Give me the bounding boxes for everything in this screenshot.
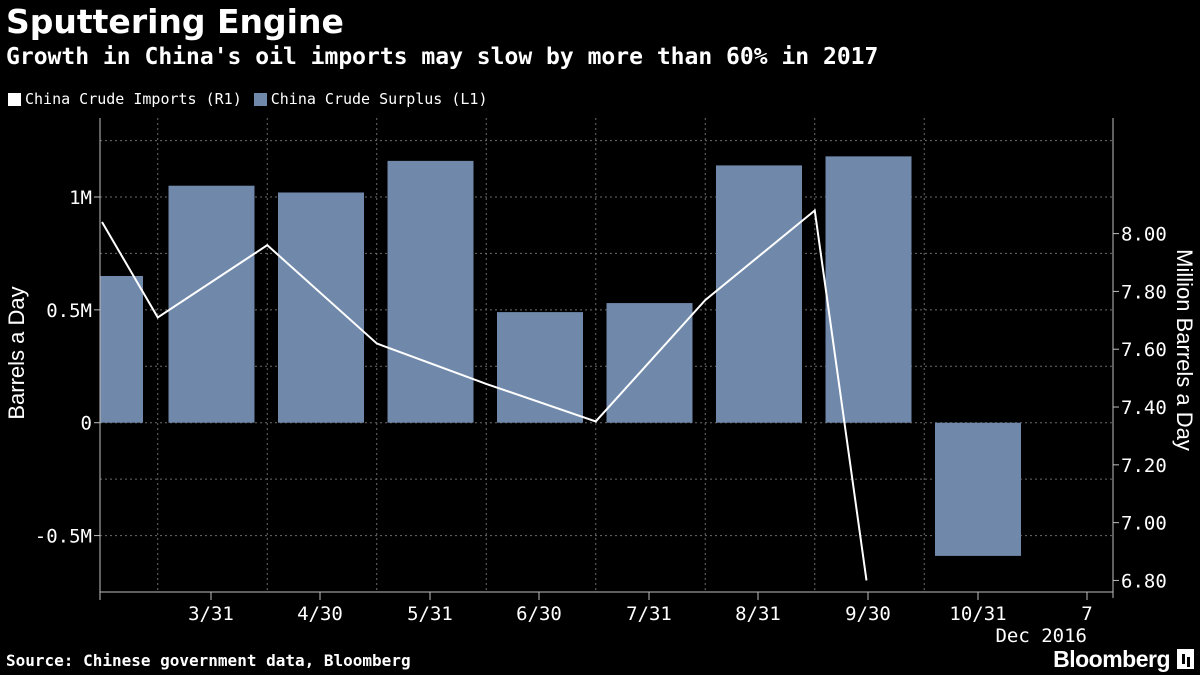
x-tick-label: 8/31	[735, 603, 781, 625]
left-tick-label: 1M	[69, 187, 92, 209]
x-tick-label: 3/31	[188, 603, 234, 625]
x-tick-label: 9/30	[845, 603, 891, 625]
right-tick-label: 7.00	[1121, 513, 1167, 535]
x-tick-label: 6/30	[516, 603, 562, 625]
bar-surplus	[935, 422, 1021, 556]
line-imports	[101, 208, 868, 581]
bar-surplus	[278, 192, 364, 423]
right-tick-label: 7.40	[1121, 397, 1167, 419]
x-axis-caption: Dec 2016	[995, 625, 1087, 647]
bloomberg-terminal-icon	[1177, 649, 1194, 669]
right-tick-label: 7.60	[1121, 339, 1167, 361]
right-axis-title: Million Barrels a Day	[1172, 249, 1197, 451]
right-tick-label: 8.00	[1121, 224, 1167, 246]
bar-surplus	[100, 276, 143, 423]
chart-legend: China Crude Imports (R1) China Crude Sur…	[8, 90, 500, 108]
chart-subtitle: Growth in China's oil imports may slow b…	[6, 44, 879, 70]
bar-surplus	[825, 156, 912, 423]
bloomberg-logo: Bloomberg	[1053, 646, 1170, 672]
right-tick-label: 7.80	[1121, 281, 1167, 303]
left-tick-label: -0.5M	[35, 526, 92, 548]
right-tick-label: 7.20	[1121, 455, 1167, 477]
legend-item-surplus: China Crude Surplus (L1)	[253, 90, 488, 108]
x-tick-label: 10/31	[949, 603, 1006, 625]
x-tick-label: 5/31	[407, 603, 453, 625]
x-tick-label: 7/31	[626, 603, 672, 625]
chart-title: Sputtering Engine	[6, 2, 344, 41]
x-tick-label: 4/30	[297, 603, 343, 625]
x-tick-label: 7	[1081, 603, 1092, 625]
bar-surplus	[716, 165, 802, 423]
legend-item-imports: China Crude Imports (R1)	[8, 90, 242, 108]
bar-surplus	[387, 160, 474, 423]
left-tick-label: 0.5M	[46, 300, 92, 322]
source-note: Source: Chinese government data, Bloombe…	[6, 651, 411, 670]
legend-swatch-surplus	[253, 92, 267, 106]
legend-label-surplus: China Crude Surplus (L1)	[270, 90, 488, 108]
legend-swatch-imports	[8, 92, 21, 106]
bar-surplus	[168, 185, 255, 423]
right-tick-label: 6.80	[1121, 570, 1167, 592]
left-axis-title: Barrels a Day	[4, 286, 29, 419]
legend-label-imports: China Crude Imports (R1)	[25, 90, 242, 108]
bar-surplus	[497, 312, 583, 423]
left-tick-label: 0	[81, 413, 92, 435]
